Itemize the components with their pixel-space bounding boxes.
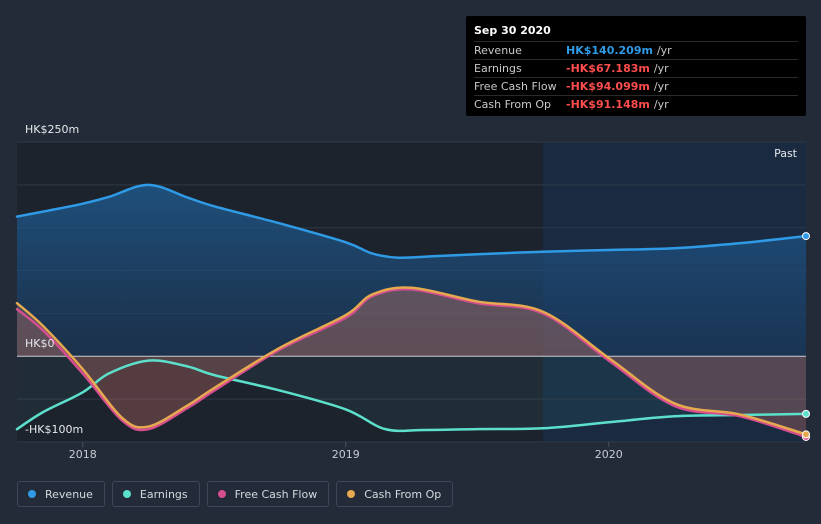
tooltip-date: Sep 30 2020: [474, 24, 551, 37]
cfo-end-marker: [802, 430, 810, 439]
revenue-area-positive: [17, 184, 806, 357]
legend-label: Free Cash Flow: [234, 487, 318, 501]
fcf-area-positive: [17, 289, 603, 357]
tooltip: Sep 30 2020 Revenue HK$140.209m /yr Earn…: [466, 16, 806, 116]
fcf-line: [15, 287, 808, 439]
legend-label: Revenue: [45, 487, 93, 501]
legend-dot-icon: [28, 490, 36, 498]
tooltip-value: HK$140.209m: [566, 44, 653, 57]
tooltip-unit: /yr: [653, 80, 669, 93]
tooltip-row-fcf: Free Cash Flow -HK$94.099m /yr: [474, 77, 798, 95]
tooltip-label: Free Cash Flow: [474, 80, 557, 93]
tooltip-value: -HK$67.183m: [566, 62, 650, 75]
y-axis-labels: HK$250m HK$0 -HK$100m: [25, 123, 83, 436]
revenue-line: [15, 183, 808, 260]
tooltip-value: -HK$91.148m: [566, 98, 650, 111]
revenue-end-marker: [802, 232, 810, 241]
x-tick-2018: 2018: [69, 448, 97, 461]
tooltip-unit: /yr: [653, 98, 669, 111]
cfo-area-positive: [17, 287, 607, 357]
tooltip-unit: /yr: [656, 44, 672, 57]
past-label: Past: [774, 147, 798, 160]
legend-label: Earnings: [139, 487, 188, 501]
tooltip-label: Earnings: [474, 62, 522, 75]
earnings-line: [15, 359, 808, 433]
legend-item-cash-from-op[interactable]: Cash From Op: [336, 481, 454, 507]
tooltip-label: Revenue: [474, 44, 522, 57]
legend: Revenue Earnings Free Cash Flow Cash Fro…: [17, 481, 454, 507]
legend-dot-icon: [122, 490, 131, 498]
x-axis-labels: 2018 2019 2020: [69, 448, 623, 461]
tooltip-row-cfo: Cash From Op -HK$91.148m /yr: [474, 95, 798, 113]
x-tick-2019: 2019: [332, 448, 360, 461]
legend-item-free-cash-flow[interactable]: Free Cash Flow: [206, 481, 330, 507]
legend-item-revenue[interactable]: Revenue: [17, 481, 105, 507]
tooltip-value: -HK$94.099m: [566, 80, 650, 93]
x-tick-2020: 2020: [595, 448, 623, 461]
earnings-end-marker: [802, 409, 810, 418]
tooltip-unit: /yr: [653, 62, 669, 75]
series-lines: [15, 183, 808, 439]
cfo-line: [15, 286, 808, 436]
tooltip-row-earnings: Earnings -HK$67.183m /yr: [474, 59, 798, 77]
tooltip-row-revenue: Revenue HK$140.209m /yr: [474, 41, 798, 59]
tooltip-label: Cash From Op: [474, 98, 552, 111]
legend-item-earnings[interactable]: Earnings: [111, 481, 200, 507]
chart: HK$250m HK$0 -HK$100m 2018 2019 2020 Pas…: [15, 123, 810, 461]
legend-dot-icon: [347, 490, 356, 498]
y-label-bottom: -HK$100m: [25, 423, 83, 436]
series-end-markers: [802, 232, 810, 441]
fcf-area-negative: [17, 356, 806, 437]
legend-label: Cash From Op: [364, 487, 442, 501]
y-label-top: HK$250m: [25, 123, 79, 136]
legend-dot-icon: [217, 490, 226, 498]
y-label-zero: HK$0: [25, 337, 54, 350]
